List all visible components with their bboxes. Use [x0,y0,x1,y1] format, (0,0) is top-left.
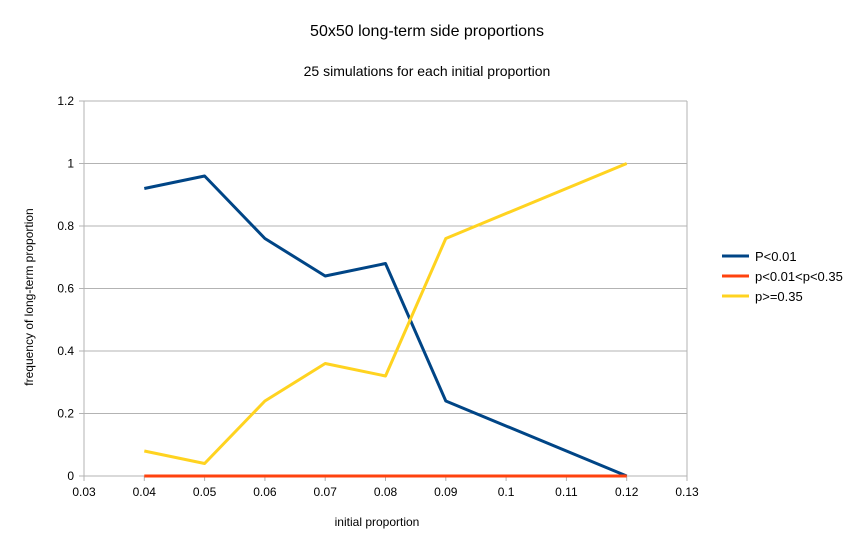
legend: P<0.01 p<0.01<p<0.35 p>=0.35 [722,249,843,304]
y-tick-label: 0.8 [57,219,74,233]
gridlines [84,100,687,477]
x-tick-labels: 0.03 0.04 0.05 0.06 0.07 0.08 0.09 0.1 0.11 0.12 0… [72,485,699,499]
axes [79,100,688,481]
series-lines [143,162,628,478]
x-tick-label: 0.06 [253,485,277,499]
y-tick-label: 1.2 [57,94,74,108]
legend-label-0: P<0.01 [755,249,797,264]
x-tick-label: 0.04 [133,485,157,499]
y-tick-label: 0.4 [57,344,74,358]
x-tick-label: 0.1 [498,485,515,499]
x-tick-label: 0.09 [434,485,458,499]
y-tick-labels: 0 0.2 0.4 0.6 0.8 1 1.2 [57,94,74,483]
x-tick-label: 0.03 [72,485,96,499]
x-tick-label: 0.13 [675,485,699,499]
x-tick-label: 0.12 [615,485,639,499]
legend-label-2: p>=0.35 [755,289,803,304]
chart-title: 50x50 long-term side proportions [310,23,544,40]
y-axis-label: frequency of long-term proportion [22,208,36,385]
series-line-2 [143,162,628,465]
y-tick-label: 1 [67,157,74,171]
x-axis-label: initial proportion [335,515,420,529]
y-tick-label: 0.6 [57,282,74,296]
y-tick-label: 0 [67,469,74,483]
legend-label-1: p<0.01<p<0.35 [755,269,843,284]
chart-subtitle: 25 simulations for each initial proporti… [304,63,551,79]
x-tick-label: 0.08 [374,485,398,499]
x-tick-label: 0.05 [193,485,217,499]
y-tick-label: 0.2 [57,407,74,421]
x-tick-label: 0.11 [555,485,578,499]
series-line-0 [143,174,628,478]
x-tick-label: 0.07 [314,485,338,499]
